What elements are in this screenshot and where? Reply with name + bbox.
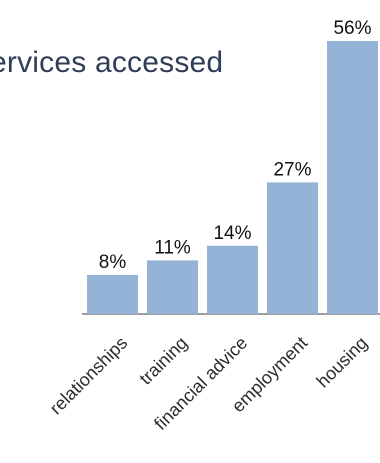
data-label-financial-advice: 14% xyxy=(213,223,251,244)
bar-relationships xyxy=(87,275,138,314)
x-tick-label-housing: housing xyxy=(313,333,372,392)
bar-employment xyxy=(267,182,318,314)
x-tick-label-relationships: relationships xyxy=(46,333,132,419)
data-label-training: 11% xyxy=(154,237,191,258)
x-tick-label-training: training xyxy=(135,333,191,389)
data-label-relationships: 8% xyxy=(99,252,127,273)
data-label-employment: 27% xyxy=(273,159,311,180)
bar-housing xyxy=(327,41,378,314)
chart-title: ervices accessed xyxy=(0,46,224,79)
data-label-housing: 56% xyxy=(333,18,371,39)
bar-financial-advice xyxy=(207,245,258,314)
bar-training xyxy=(147,260,198,314)
